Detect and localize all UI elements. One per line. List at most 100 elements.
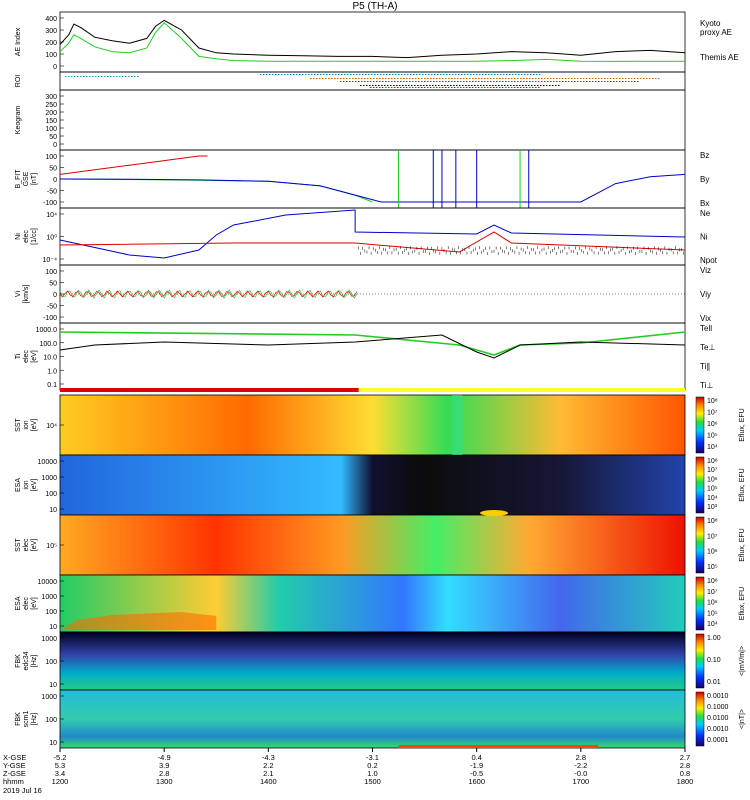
roi-mark — [559, 78, 561, 79]
roi-mark — [451, 78, 453, 79]
vi-ytick-label: -50 — [47, 304, 57, 311]
roi-mark — [523, 81, 525, 82]
roi-mark — [89, 76, 91, 77]
roi-mark — [499, 81, 501, 82]
roi-mark — [379, 78, 381, 79]
roi-mark — [473, 74, 475, 75]
ylabel-text: ESA — [15, 596, 22, 610]
roi-mark — [466, 87, 468, 88]
roi-mark — [448, 78, 450, 79]
roi-mark — [400, 87, 402, 88]
roi-mark — [543, 85, 545, 86]
ae-ylabel: AE Index — [15, 27, 22, 56]
roi-mark — [370, 81, 372, 82]
roi-mark — [334, 78, 336, 79]
keogram-ytick-label: 300 — [45, 94, 57, 101]
roi-mark — [346, 81, 348, 82]
roi-mark — [394, 78, 396, 79]
roi-mark — [373, 87, 375, 88]
roi-mark — [481, 87, 483, 88]
roi-mark — [457, 87, 459, 88]
roi-mark — [505, 87, 507, 88]
colorbar-tick-label: 10⁷ — [707, 533, 718, 540]
roi-mark — [331, 78, 333, 79]
colorbar-tick-label: 10⁶ — [707, 549, 718, 556]
roi-mark — [417, 85, 419, 86]
roi-mark — [381, 85, 383, 86]
spectrogram-ytick-label: 10 — [49, 740, 57, 747]
roi-mark — [376, 87, 378, 88]
roi-mark — [366, 85, 368, 86]
roi-mark — [393, 85, 395, 86]
ti-ytick-label: 0.1 — [47, 382, 57, 389]
roi-mark — [421, 81, 423, 82]
roi-mark — [478, 81, 480, 82]
tell-line — [59, 334, 686, 359]
legend-label: Tell — [700, 324, 712, 333]
roi-mark — [503, 74, 505, 75]
roi-mark — [424, 78, 426, 79]
roi-mark — [369, 85, 371, 86]
time-axis-tick-label: 2.8 — [680, 761, 690, 770]
legend-label: By — [700, 175, 709, 184]
keogram-ylabel: Keogram — [15, 106, 22, 135]
roi-mark — [474, 85, 476, 86]
roi-mark — [544, 81, 546, 82]
roi-mark — [509, 74, 511, 75]
roi-mark — [77, 76, 79, 77]
roi-mark — [107, 76, 109, 77]
roi-mark — [571, 78, 573, 79]
ylabel-text: [eV] — [31, 597, 38, 610]
roi-mark — [512, 74, 514, 75]
roi-mark — [371, 74, 373, 75]
roi-mark — [538, 81, 540, 82]
roi-mark — [637, 81, 639, 82]
ylabel-text: elec — [23, 597, 30, 610]
legend-label: Ti⊥ — [700, 381, 713, 390]
roi-mark — [631, 78, 633, 79]
roi-mark — [484, 81, 486, 82]
roi-mark — [516, 85, 518, 86]
roi-mark — [652, 78, 654, 79]
roi-mark — [444, 85, 446, 86]
roi-mark — [529, 81, 531, 82]
roi-mark — [360, 85, 362, 86]
roi-mark — [320, 74, 322, 75]
roi-mark — [549, 85, 551, 86]
legend-label: Ne — [700, 209, 711, 218]
legend-label: Bz — [700, 151, 709, 160]
roi-mark — [504, 85, 506, 86]
roi-mark — [341, 74, 343, 75]
time-axis-row-label: hhmm — [3, 777, 24, 786]
roi-mark — [498, 85, 500, 86]
roi-mark — [505, 78, 507, 79]
roi-mark — [433, 78, 435, 79]
time-axis-tick-label: -3.1 — [366, 753, 379, 762]
roi-mark — [451, 87, 453, 88]
roi-mark — [119, 76, 121, 77]
bfit-series-line — [59, 178, 373, 203]
roi-mark — [430, 81, 432, 82]
roi-mark — [394, 81, 396, 82]
roi-mark — [434, 74, 436, 75]
spectrogram-ytick-label: 10 — [49, 624, 57, 631]
roi-mark — [481, 81, 483, 82]
roi-mark — [514, 87, 516, 88]
roi-mark — [364, 81, 366, 82]
roi-mark — [457, 81, 459, 82]
roi-mark — [296, 74, 298, 75]
date-label: 2019 Jul 16 — [3, 786, 42, 795]
ni-panel-frame — [59, 207, 686, 266]
roi-mark — [269, 74, 271, 75]
roi-mark — [658, 78, 660, 79]
roi-mark — [501, 85, 503, 86]
roi-mark — [86, 76, 88, 77]
ylabel-text: [eV] — [31, 350, 38, 363]
roi-mark — [314, 74, 316, 75]
roi-mark — [349, 78, 351, 79]
spectrogram-image — [60, 632, 685, 690]
roi-mark — [520, 78, 522, 79]
spectrogram-ytick-label: 1000 — [41, 475, 57, 482]
roi-mark — [580, 81, 582, 82]
